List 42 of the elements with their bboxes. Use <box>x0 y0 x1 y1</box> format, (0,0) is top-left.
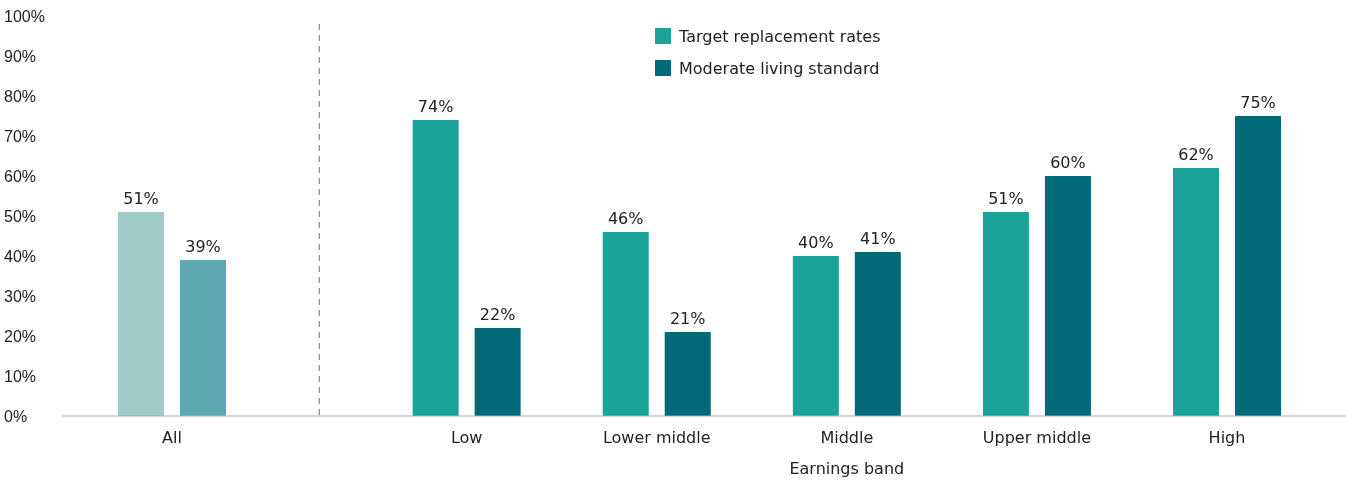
x-tick-label: Low <box>450 428 483 447</box>
y-tick-label: 20% <box>4 327 37 345</box>
data-label: 51% <box>988 189 1024 208</box>
bar <box>474 328 521 416</box>
y-tick-label: 90% <box>4 47 37 65</box>
bar <box>1173 168 1219 416</box>
bar <box>982 212 1029 416</box>
data-label: 39% <box>185 237 221 256</box>
bar <box>792 256 839 416</box>
x-axis-title: Earnings band <box>789 459 905 478</box>
y-tick-label: 30% <box>4 287 37 305</box>
data-label: 40% <box>798 233 834 252</box>
data-label: 46% <box>607 209 644 228</box>
legend-label: Moderate living standard <box>679 59 880 78</box>
x-tick-label: Lower middle <box>602 428 711 447</box>
bar <box>664 332 711 416</box>
y-tick-label: 10% <box>4 367 37 385</box>
data-label: 74% <box>417 97 454 116</box>
data-label: 22% <box>479 305 516 324</box>
y-tick-label: 50% <box>4 207 37 225</box>
legend-label: Target replacement rates <box>678 27 881 46</box>
y-tick-label: 40% <box>4 247 37 265</box>
y-tick-label: 0% <box>4 407 28 425</box>
data-label: 60% <box>1050 153 1086 172</box>
x-tick-label: All <box>162 428 182 447</box>
bar <box>412 120 459 416</box>
x-tick-label: Upper middle <box>982 428 1091 447</box>
data-label: 75% <box>1240 93 1276 112</box>
x-tick-label: Middle <box>820 428 874 447</box>
x-tick-label: High <box>1208 428 1246 447</box>
y-tick-label: 60% <box>4 167 37 185</box>
data-label: 41% <box>860 229 896 248</box>
y-tick-label: 100% <box>4 7 45 25</box>
bar <box>602 232 649 416</box>
data-label: 62% <box>1178 145 1214 164</box>
bar <box>1044 176 1091 416</box>
y-tick-label: 80% <box>4 87 37 105</box>
y-tick-label: 70% <box>4 127 37 145</box>
data-label: 21% <box>669 309 706 328</box>
data-label: 51% <box>123 189 159 208</box>
bar <box>1235 116 1281 416</box>
bar <box>854 252 901 416</box>
